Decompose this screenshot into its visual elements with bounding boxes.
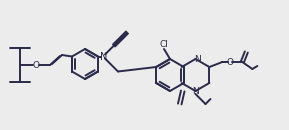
- Text: O: O: [32, 60, 40, 70]
- Text: O: O: [227, 57, 234, 67]
- Text: N: N: [194, 54, 201, 63]
- Text: Cl: Cl: [160, 40, 168, 48]
- Text: N: N: [192, 87, 199, 96]
- Text: N: N: [100, 51, 108, 61]
